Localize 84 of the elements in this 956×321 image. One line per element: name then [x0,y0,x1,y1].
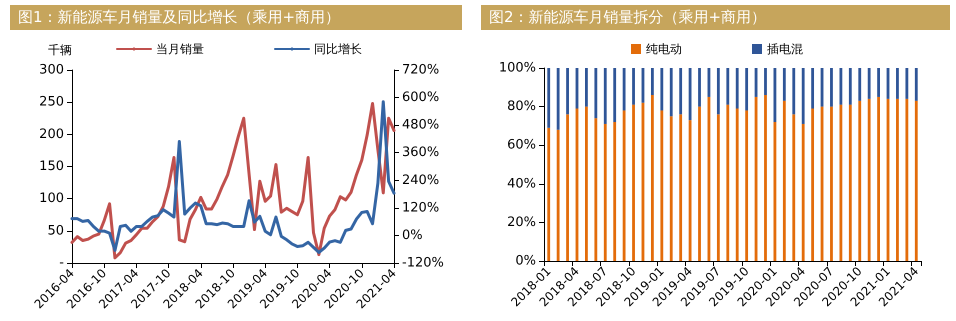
legend-label: 同比增长 [314,42,362,56]
bar [868,98,871,261]
bar [811,108,814,261]
legend-label: 当月销量 [156,42,204,56]
bar [688,68,692,120]
bar [556,68,560,130]
y-tick-label: 80% [507,99,536,114]
y-tick-label: 300 [39,62,64,78]
bar [764,68,767,96]
bar [566,114,569,261]
y2-tick-label: 120% [402,200,440,216]
bar [688,120,692,261]
bar [698,68,701,107]
y-tick-label: 150 [39,159,64,174]
bar [745,68,748,110]
y-tick-label: 60% [507,138,536,153]
bar [576,68,578,109]
bar [782,68,786,101]
bar [820,106,824,261]
bar [886,68,890,99]
chart-title: 图1：新能源车月销量及同比增长（乘用+商用） [10,5,462,30]
y2-tick-label: 360% [402,145,440,160]
bar [820,68,824,107]
bar [764,95,767,261]
y-tick-label: 200 [39,126,64,142]
bar [830,106,833,261]
bar [745,110,748,261]
bar [642,68,644,103]
legend-label: 插电混 [767,42,803,56]
y2-tick-label: 0% [402,228,423,243]
bar [896,98,899,261]
bar [877,68,880,97]
y2-tick-label: 240% [402,172,440,188]
bar [716,68,720,114]
bar [650,68,654,96]
bar [622,110,626,261]
bar [774,122,776,261]
y-tick-label: 100% [498,60,536,76]
bar [754,96,758,261]
bar [708,96,710,261]
y-tick-label: 100 [39,191,64,206]
legend-label: 纯电动 [646,42,682,56]
bar [632,68,635,105]
bar [708,68,710,97]
y2-tick-label: 480% [402,118,440,133]
bar [566,68,569,114]
bar [594,68,598,118]
bar [622,68,626,110]
bar [886,98,890,261]
bar [698,106,701,261]
bar [877,96,880,261]
bar [556,130,560,261]
y2-tick-label: 600% [402,90,440,106]
bar [679,68,682,114]
bar [585,68,588,107]
bar [839,104,842,261]
y-tick-label: 250 [39,94,64,110]
bar [830,68,833,107]
bar [782,100,786,261]
chart-title: 图2：新能源车月销量拆分（乘用+商用） [481,5,950,30]
bar [774,68,776,122]
bar [632,104,635,261]
bar [754,68,758,97]
bar [679,114,682,261]
bar [642,102,644,261]
y-tick-label: 0% [515,254,536,268]
bar [585,106,588,261]
bar [811,68,814,109]
y-tick-label: 20% [507,214,536,230]
bar [905,68,908,99]
bar [650,95,654,261]
y-tick-label: - [59,256,64,270]
y-tick-label: 40% [507,176,536,192]
y-tick-label: 50 [47,223,64,238]
bar [839,68,842,105]
bar [594,118,598,261]
bar [868,68,871,99]
bar [576,108,578,261]
bar [905,98,908,261]
y2-tick-label: -120% [402,256,444,270]
bar [716,114,720,261]
bar [896,68,899,99]
y-axis-title: 千辆 [48,43,72,57]
y2-tick-label: 720% [402,62,440,78]
